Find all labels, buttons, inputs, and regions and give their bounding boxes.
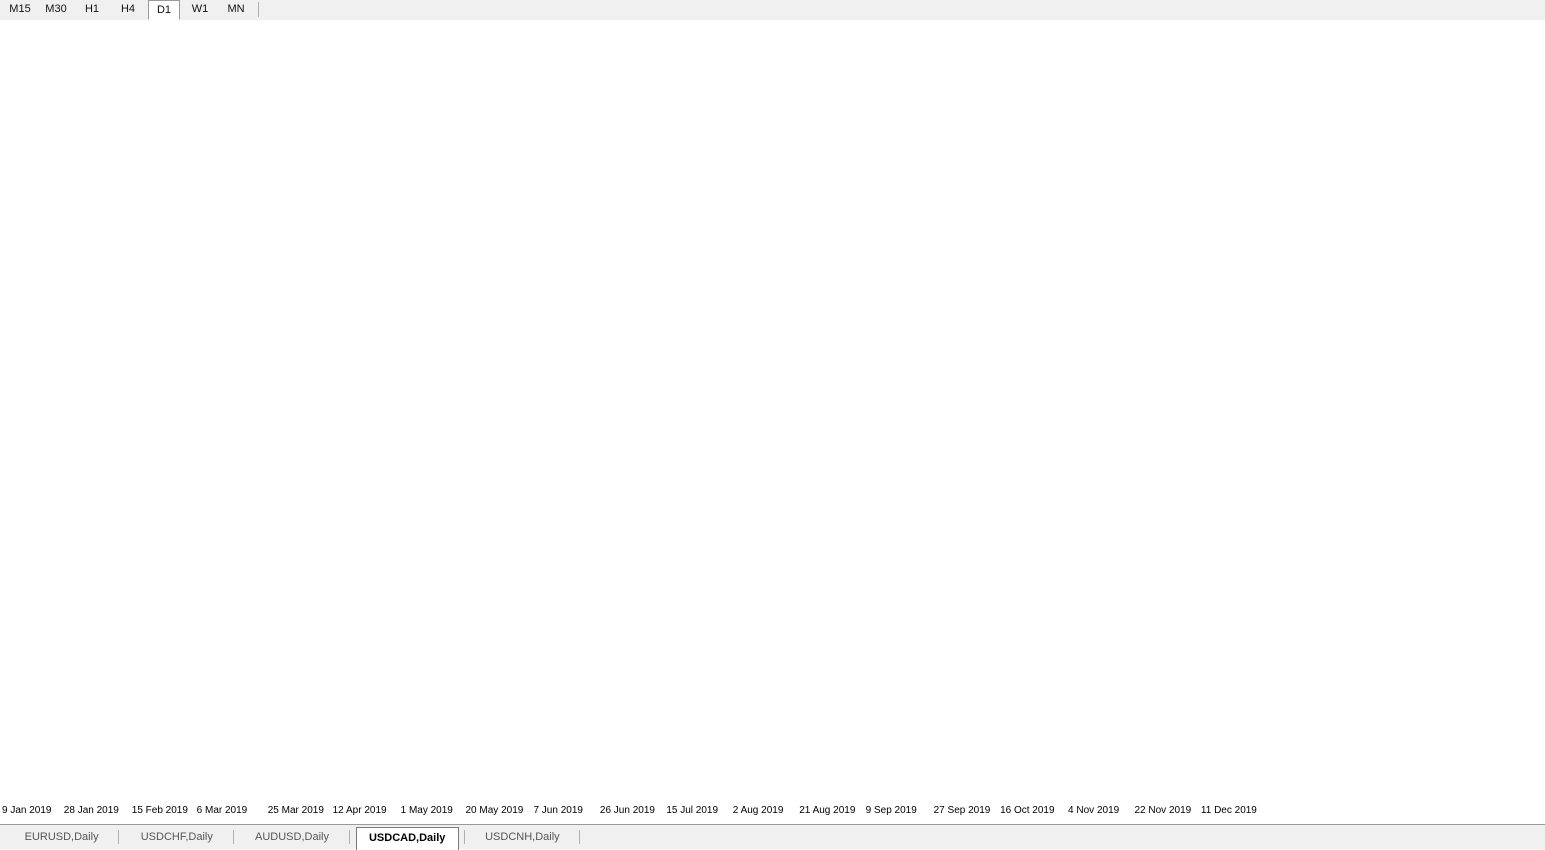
tab-separator xyxy=(579,830,580,844)
date-axis-label: 26 Jun 2019 xyxy=(599,805,655,816)
date-axis-label: 28 Jan 2019 xyxy=(63,805,119,816)
date-axis-label: 4 Nov 2019 xyxy=(1068,805,1120,816)
chart-tab-audusd[interactable]: AUDUSD,Daily xyxy=(255,831,329,843)
chart-tab-eurusd[interactable]: EURUSD,Daily xyxy=(24,831,99,843)
chart-tab-usdcad[interactable]: USDCAD,Daily xyxy=(355,827,459,850)
date-axis-label: 21 Aug 2019 xyxy=(799,805,856,816)
tab-separator xyxy=(233,830,235,844)
timeframe-m15[interactable]: M15 xyxy=(9,3,31,15)
timeframe-mn[interactable]: MN xyxy=(227,3,245,15)
date-axis-label: 1 May 2019 xyxy=(400,805,453,816)
tab-separator xyxy=(118,830,120,844)
date-axis-label: 7 Jun 2019 xyxy=(533,805,583,816)
date-axis-label: 15 Feb 2019 xyxy=(131,805,188,816)
date-axis: 9 Jan 2019 28 Jan 2019 15 Feb 2019 6 Mar 20… xyxy=(0,802,1545,824)
date-axis-label: 15 Jul 2019 xyxy=(666,805,719,816)
chart-tab-usdchf[interactable]: USDCHF,Daily xyxy=(140,831,213,843)
date-axis-label: 2 Aug 2019 xyxy=(732,805,784,816)
timeframe-w1[interactable]: W1 xyxy=(191,3,209,15)
chart-tab-usdcnh[interactable]: USDCNH,Daily xyxy=(485,831,560,843)
timeframe-d1[interactable]: D1 xyxy=(148,0,180,20)
tab-separator xyxy=(463,830,465,844)
date-axis-label: 20 May 2019 xyxy=(465,805,524,816)
date-axis-label: 11 Dec 2019 xyxy=(1200,805,1257,816)
date-axis-label: 27 Sep 2019 xyxy=(933,805,991,816)
chart-area: 1.359001.352101.348701.345201.338301.334… xyxy=(0,20,1545,802)
date-axis-label: 12 Apr 2019 xyxy=(332,805,387,816)
timeframe-m30[interactable]: M30 xyxy=(45,3,67,15)
tab-separator xyxy=(348,830,350,844)
date-axis-label: 22 Nov 2019 xyxy=(1134,805,1192,816)
date-axis-label: 16 Oct 2019 xyxy=(1000,805,1055,816)
date-axis-label: 9 Sep 2019 xyxy=(865,805,917,816)
timeframe-h4[interactable]: H4 xyxy=(120,3,136,15)
date-axis-label: 25 Mar 2019 xyxy=(267,805,324,816)
timeframe-h1[interactable]: H1 xyxy=(84,3,100,15)
timeframe-toolbar: M15 M30 H1 H4 D1 W1 MN xyxy=(0,0,1545,21)
date-axis-label: 9 Jan 2019 xyxy=(2,805,52,816)
chart-tab-bar: EURUSD,Daily USDCHF,Daily AUDUSD,Daily USDC… xyxy=(0,824,1545,850)
toolbar-separator xyxy=(258,2,259,17)
date-axis-label: 6 Mar 2019 xyxy=(196,805,248,816)
